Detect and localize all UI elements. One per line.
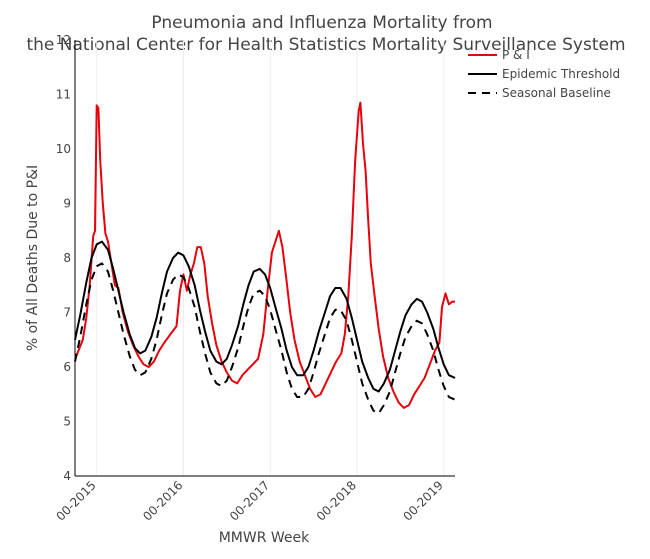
chart-title-line-1: Pneumonia and Influenza Mortality from: [151, 13, 492, 33]
series-line-0: [74, 101, 455, 409]
y-axis-title: % of All Deaths Due to P&I: [25, 165, 41, 351]
vertical-gridlines: [96, 40, 445, 476]
x-tick-label-3: 00-2018: [314, 478, 359, 523]
x-tick-labels: 00-2015 00-2016 00-2017 00-2018 00-2019: [53, 478, 445, 523]
legend-label-1: Epidemic Threshold: [502, 67, 620, 81]
series-layer: [74, 101, 456, 415]
y-tick-label-3: 7: [63, 306, 71, 320]
x-tick-label-4: 00-2019: [400, 478, 445, 523]
x-tick-label-2: 00-2017: [227, 478, 272, 523]
y-tick-label-2: 6: [63, 360, 71, 374]
y-tick-label-8: 12: [56, 33, 71, 47]
y-tick-label-0: 4: [63, 469, 71, 483]
y-tick-labels: 4 5 6 7 8 9 10 11 12: [56, 33, 71, 483]
y-tick-label-4: 8: [63, 251, 71, 265]
y-tick-label-7: 11: [56, 88, 71, 102]
y-tick-label-5: 9: [63, 197, 71, 211]
x-tick-label-0: 00-2015: [53, 478, 98, 523]
legend: P & I Epidemic Threshold Seasonal Baseline: [468, 48, 620, 100]
y-tick-label-6: 10: [56, 142, 71, 156]
x-tick-label-1: 00-2016: [140, 478, 185, 523]
chart-title-line-2: the National Center for Health Statistic…: [26, 35, 625, 55]
series-line-1: [74, 240, 456, 393]
x-axis-title: MMWR Week: [219, 530, 310, 546]
series-line-2: [74, 262, 456, 415]
legend-label-0: P & I: [502, 48, 530, 62]
legend-label-2: Seasonal Baseline: [502, 86, 611, 100]
y-tick-label-1: 5: [63, 415, 71, 429]
axes: [74, 40, 455, 477]
